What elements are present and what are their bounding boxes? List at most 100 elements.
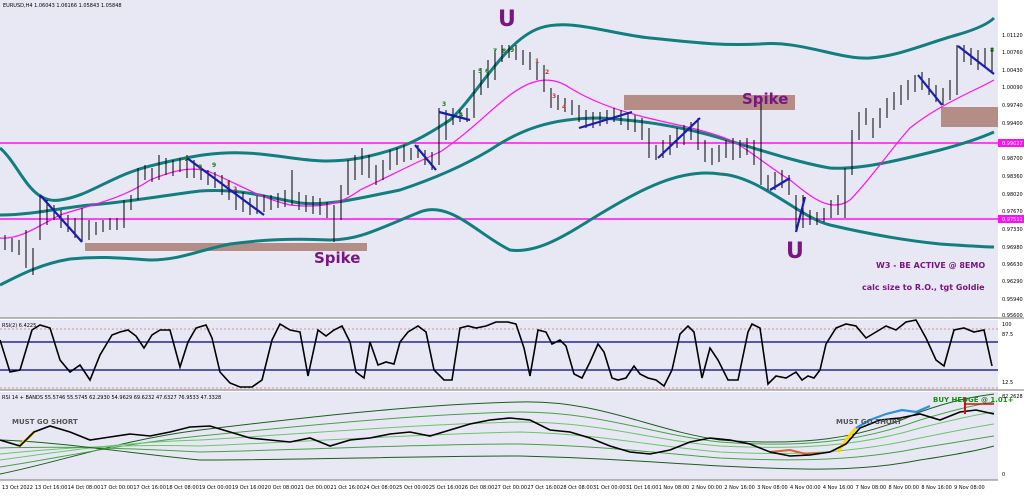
svg-text:1.00760: 1.00760	[1002, 50, 1023, 56]
svg-text:0.98020: 0.98020	[1002, 192, 1023, 198]
svg-text:2: 2	[545, 69, 549, 76]
note-line2: calc size to R.O., tgt Goldie	[862, 283, 985, 292]
svg-text:0.97330: 0.97330	[1002, 227, 1023, 233]
svg-text:0: 0	[1002, 472, 1005, 478]
time-axis-label: 4 Nov 16:00	[823, 485, 854, 491]
svg-text:2: 2	[233, 186, 237, 193]
time-axis-label: 24 Oct 08:00	[363, 485, 396, 491]
bands-axis-ticks: 82.2628 0	[1002, 394, 1023, 478]
time-axis	[0, 480, 1024, 495]
time-axis-label: 21 Oct 00:00	[298, 485, 331, 491]
time-axis-label: 28 Oct 08:00	[560, 485, 593, 491]
time-axis-label: 17 Oct 16:00	[133, 485, 166, 491]
blue-segment	[855, 404, 931, 429]
price-panel[interactable]: EURUSD,H4 1.06043 1.06166 1.05843 1.0584…	[0, 0, 1024, 319]
svg-text:1: 1	[535, 58, 539, 65]
svg-text:8: 8	[990, 47, 994, 54]
svg-text:9: 9	[212, 162, 216, 169]
svg-text:1.00090: 1.00090	[1002, 85, 1023, 91]
svg-text:4: 4	[459, 112, 463, 119]
svg-text:0.98360: 0.98360	[1002, 174, 1023, 180]
bollinger-middle-band	[0, 116, 995, 217]
svg-text:100: 100	[1002, 322, 1012, 328]
spike-left-label: Spike	[314, 249, 360, 267]
level-label-lower: 0.97511	[1002, 217, 1023, 223]
svg-text:7: 7	[493, 48, 497, 55]
rsi-header: RSI(2) 6.4225	[2, 323, 36, 329]
time-axis-label: 27 Oct 00:00	[495, 485, 528, 491]
time-axis-label: 13 Oct 2022	[2, 485, 33, 491]
level-label-upper: 0.99027	[1002, 141, 1023, 147]
short-signal-highlight-right	[836, 427, 858, 453]
svg-text:0.98700: 0.98700	[1002, 156, 1023, 162]
time-axis-label: 2 Nov 00:00	[692, 485, 723, 491]
time-axis-label: 7 Nov 08:00	[856, 485, 887, 491]
rsi-axis	[998, 320, 1024, 390]
svg-text:0.95600: 0.95600	[1002, 313, 1023, 319]
rsi-bands-panel[interactable]: RSI 14 + BANDS 55.5746 55.5745 62.2930 5…	[0, 392, 1024, 480]
svg-text:0.99400: 0.99400	[1002, 121, 1023, 127]
time-axis-label: 8 Nov 16:00	[921, 485, 952, 491]
symbol-header: EURUSD,H4 1.06043 1.06166 1.05843 1.0584…	[3, 3, 122, 9]
time-axis-label: 25 Oct 16:00	[429, 485, 462, 491]
svg-text:1.00430: 1.00430	[1002, 68, 1023, 74]
time-axis-label: 21 Oct 16:00	[330, 485, 363, 491]
time-axis-label: 31 Oct 00:00	[593, 485, 626, 491]
resistance-zone	[624, 95, 795, 110]
rsi-panel[interactable]: RSI(2) 6.4225 100 87.5 12.5	[0, 319, 1024, 390]
svg-text:0.99740: 0.99740	[1002, 103, 1023, 109]
time-axis-label: 3 Nov 08:00	[757, 485, 788, 491]
svg-text:7: 7	[184, 156, 188, 163]
support-zone	[85, 243, 367, 251]
must-go-short-right: MUST GO SHORT	[836, 418, 902, 426]
price-panel-background	[0, 0, 998, 318]
svg-text:8: 8	[502, 48, 506, 55]
spike-right-label: Spike	[742, 90, 788, 108]
ema-line	[0, 79, 995, 239]
trend-lines[interactable]	[39, 45, 995, 243]
note-line1: W3 - BE ACTIVE @ 8EMO	[876, 261, 985, 270]
time-axis-label: 19 Oct 16:00	[232, 485, 265, 491]
svg-text:0.96290: 0.96290	[1002, 279, 1023, 285]
time-axis-label: 25 Oct 00:00	[396, 485, 429, 491]
svg-text:3: 3	[442, 101, 446, 108]
chart-annotations: U U Spike Spike W3 - BE ACTIVE @ 8EMO ca…	[314, 7, 985, 292]
bands-annotations: MUST GO SHORT MUST GO SHORT BUY HEDGE @ …	[12, 396, 1014, 426]
svg-text:1.01120: 1.01120	[1002, 33, 1023, 39]
time-axis-label: 31 Oct 16:00	[626, 485, 659, 491]
time-axis-label: 9 Nov 08:00	[954, 485, 985, 491]
svg-text:0.96630: 0.96630	[1002, 262, 1023, 268]
svg-text:12.5: 12.5	[1002, 380, 1013, 386]
time-axis-label: 8 Nov 00:00	[889, 485, 920, 491]
time-axis-label: 18 Oct 08:00	[166, 485, 199, 491]
bands-panel-background	[0, 392, 998, 480]
bands-header: RSI 14 + BANDS 55.5746 55.5745 62.2930 5…	[2, 395, 221, 401]
rsi-line	[0, 319, 993, 388]
buy-hedge-label: BUY HEDGE @ 1.01+	[933, 396, 1014, 404]
must-go-short-left: MUST GO SHORT	[12, 418, 78, 426]
time-axis-label: 20 Oct 08:00	[265, 485, 298, 491]
time-axis-label: 13 Oct 16:00	[35, 485, 68, 491]
time-axis-label: 27 Oct 16:00	[527, 485, 560, 491]
svg-text:82.2628: 82.2628	[1002, 394, 1023, 400]
svg-text:8: 8	[198, 164, 202, 171]
rsi-bands	[0, 393, 995, 475]
svg-text:4: 4	[562, 104, 566, 111]
orange-segment	[769, 448, 821, 456]
bollinger-lower-band	[0, 171, 995, 287]
rsi-axis-ticks: 100 87.5 12.5	[1002, 322, 1013, 386]
svg-text:0.95940: 0.95940	[1002, 297, 1023, 303]
time-axis-label: 1 Nov 08:00	[659, 485, 690, 491]
svg-text:0.96980: 0.96980	[1002, 245, 1023, 251]
bands-axis	[998, 392, 1024, 480]
svg-text:6: 6	[485, 68, 489, 75]
svg-text:1: 1	[226, 181, 230, 188]
u-bottom-label: U	[786, 239, 804, 264]
time-axis-label: 14 Oct 08:00	[68, 485, 101, 491]
rsi-panel-background	[0, 320, 998, 390]
svg-text:5: 5	[478, 68, 482, 75]
svg-text:3: 3	[552, 93, 556, 100]
time-axis-label: 4 Nov 00:00	[790, 485, 821, 491]
time-axis-label: 26 Oct 08:00	[462, 485, 495, 491]
